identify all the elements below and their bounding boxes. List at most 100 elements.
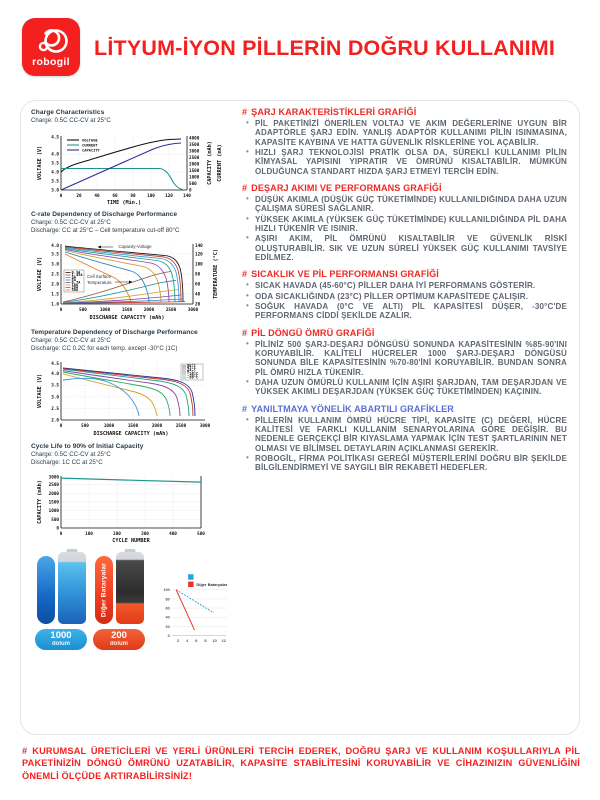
svg-text:VOLTAGE: VOLTAGE: [82, 138, 98, 142]
badge-unit: dolum: [110, 640, 128, 647]
list-item: AŞIRI AKIM, PİL ÖMRÜNÜ KISALTABİLİR VE G…: [246, 233, 567, 262]
battery-cell-blue: [57, 548, 86, 624]
chart-subtitle-1: Charge: 0.5C CC-CV at 25°C: [31, 337, 111, 345]
svg-text:20: 20: [195, 301, 201, 307]
chart-title: C-rate Dependency of Discharge Performan…: [31, 211, 178, 219]
section-bullets: PİLİNİZ 500 ŞARJ-DEŞARJ DÖNGÜSÜ SONUNDA …: [242, 339, 567, 397]
x-axis-label: TIME (Min.): [107, 200, 141, 206]
svg-text:60: 60: [112, 193, 118, 199]
svg-text:0: 0: [189, 188, 192, 194]
svg-text:-30°C: -30°C: [187, 375, 198, 379]
svg-text:2000: 2000: [144, 307, 155, 313]
svg-text:4.0: 4.0: [51, 170, 59, 176]
chart-exaggerated-comparison: Diğer Bataryalar 100 80 60 40 20 0 2 4 6 8 10 12: [163, 573, 228, 642]
svg-text:500: 500: [81, 423, 89, 429]
chart-charge-characteristics: Charge Characteristics Charge: 0.5C CC-C…: [31, 109, 232, 206]
svg-text:40: 40: [166, 615, 170, 619]
page-header: robogil LİTYUM-İYON PİLLERİN DOĞRU KULLA…: [0, 0, 600, 82]
svg-text:23°C: 23°C: [187, 367, 196, 371]
svg-text:1000: 1000: [49, 508, 60, 514]
chart-plot: 60°C45°C 23°C0°C -10°C-20°C -30°C 2.0 2.5…: [37, 361, 211, 437]
svg-text:2.0: 2.0: [51, 417, 59, 423]
chart-plot: VOLTAGE CURRENT CAPACITY 3.0 3.5 4.0 3.5 4…: [37, 135, 223, 207]
svg-text:120: 120: [195, 251, 203, 257]
annotation-cell-surface-1: Cell Surface: [87, 274, 111, 279]
list-item: PİL PAKETİNİZİ ÖNERİLEN VOLTAJ VE AKIM D…: [246, 118, 567, 147]
svg-text:0: 0: [168, 633, 170, 637]
svg-text:1500: 1500: [49, 499, 60, 505]
chart-legend: VOLTAGE CURRENT CAPACITY: [67, 138, 101, 152]
y2-axis-label: TEMPERATURE (°C): [213, 249, 219, 299]
battery-cap: [124, 548, 135, 553]
section-heading-text: PİL DÖNGÜ ÖMRÜ GRAFİĞİ: [251, 327, 375, 338]
svg-text:100: 100: [147, 193, 155, 199]
svg-text:60: 60: [195, 281, 201, 287]
svg-text:3.0: 3.0: [51, 394, 59, 400]
svg-text:2500: 2500: [189, 155, 200, 161]
svg-text:CURRENT: CURRENT: [82, 143, 98, 147]
charts-column: Charge Characteristics Charge: 0.5C CC-C…: [21, 101, 236, 734]
chart-subtitle-2: Discharge: CC 0.2C for each temp. except…: [31, 344, 178, 352]
svg-text:100: 100: [163, 588, 169, 592]
svg-text:1500: 1500: [189, 168, 200, 174]
svg-text:400: 400: [169, 531, 177, 537]
svg-text:1000: 1000: [189, 175, 200, 181]
battery-group-robogil: 1000 dolum: [35, 548, 87, 650]
svg-text:1000: 1000: [100, 307, 111, 313]
svg-text:1.45A: 1.45A: [72, 273, 84, 277]
svg-text:10A: 10A: [72, 283, 79, 287]
battery-comparison: 1000 dolum Diğer Bataryalar 20 0: [31, 548, 232, 650]
svg-text:3000: 3000: [49, 474, 60, 480]
svg-text:2500: 2500: [49, 482, 60, 488]
svg-text:3500: 3500: [189, 142, 200, 148]
annotation-cell-surface-2: Temperature: [87, 280, 112, 285]
section-heading-text: DEŞARJ AKIMI VE PERFORMANS GRAFİĞİ: [251, 182, 442, 193]
svg-text:5A: 5A: [72, 278, 77, 282]
logo-wordmark: robogil: [32, 56, 70, 68]
section-pil-dongu-omru: #PİL DÖNGÜ ÖMRÜ GRAFİĞİ PİLİNİZ 500 ŞARJ…: [242, 328, 567, 397]
svg-text:80: 80: [130, 193, 136, 199]
section-heading: # ŞARJ KARAKTERİSTİKLERİ GRAFİĞİ: [242, 107, 567, 117]
svg-text:3.5: 3.5: [51, 251, 59, 257]
chart-title: Cycle Life to 90% of Initial Capacity: [31, 442, 144, 450]
svg-text:4.0: 4.0: [51, 243, 59, 249]
svg-text:2.5: 2.5: [51, 406, 59, 412]
svg-text:200: 200: [113, 531, 121, 537]
svg-text:80: 80: [195, 271, 201, 277]
section-bullets: PİLLERİN KULLANIM ÖMRÜ HÜCRE TİPİ, KAPAS…: [242, 415, 567, 473]
footer-note: # KURUMSAL ÜRETİCİLERİ VE YERLİ ÜRÜNLERİ …: [22, 745, 580, 782]
svg-text:3.5: 3.5: [51, 382, 59, 388]
list-item: HIZLI ŞARJ TEKNOLOJİSİ PRATİK OLSA DA, S…: [246, 147, 567, 176]
hash-marker: #: [242, 107, 248, 117]
list-item: ODA SICAKLIĞINDA (23°C) PİLLER OPTİMUM K…: [246, 291, 567, 301]
svg-text:45°C: 45°C: [187, 365, 196, 369]
chart-legend: 60°C45°C 23°C0°C -10°C-20°C -30°C: [180, 363, 204, 380]
svg-text:4.0: 4.0: [51, 152, 59, 158]
svg-text:40: 40: [94, 193, 100, 199]
svg-text:4.0: 4.0: [51, 371, 59, 377]
chart-subtitle-2: Discharge: CC at 25°C – Cell temperature…: [31, 227, 180, 235]
svg-text:0: 0: [60, 193, 63, 199]
robogil-logo: robogil: [22, 18, 80, 76]
svg-text:4000: 4000: [189, 136, 200, 142]
svg-text:500: 500: [189, 181, 197, 187]
pill-bar-red: Diğer Bataryalar: [94, 555, 113, 624]
svg-text:3A: 3A: [72, 275, 77, 279]
section-heading-text: SICAKLIK VE PİL PERFORMANSI GRAFİĞİ: [251, 269, 439, 280]
list-item: YÜKSEK AKIMLA (YÜKSEK GÜÇ TÜKETİMİNDE) K…: [246, 214, 567, 234]
svg-text:2000: 2000: [49, 490, 60, 496]
svg-text:100: 100: [195, 261, 203, 267]
section-desarj-akimi: #DEŞARJ AKIMI VE PERFORMANS GRAFİĞİ DÜŞÜ…: [242, 183, 567, 262]
battery-visual-other: Diğer Bataryalar: [94, 548, 144, 624]
svg-text:1500: 1500: [122, 307, 133, 313]
battery-group-other: Diğer Bataryalar 200 dolum: [93, 548, 145, 650]
svg-text:3.5: 3.5: [51, 179, 59, 185]
svg-text:12: 12: [222, 638, 226, 642]
pill-label-other: Diğer Bataryalar: [100, 562, 107, 617]
badge-number: 1000: [50, 630, 72, 642]
chart-title: Temperature Dependency of Discharge Perf…: [31, 328, 198, 336]
svg-text:4: 4: [186, 638, 189, 642]
svg-text:20: 20: [166, 624, 170, 628]
footer-text: KURUMSAL ÜRETİCİLERİ VE YERLİ ÜRÜNLERİ T…: [22, 746, 580, 781]
